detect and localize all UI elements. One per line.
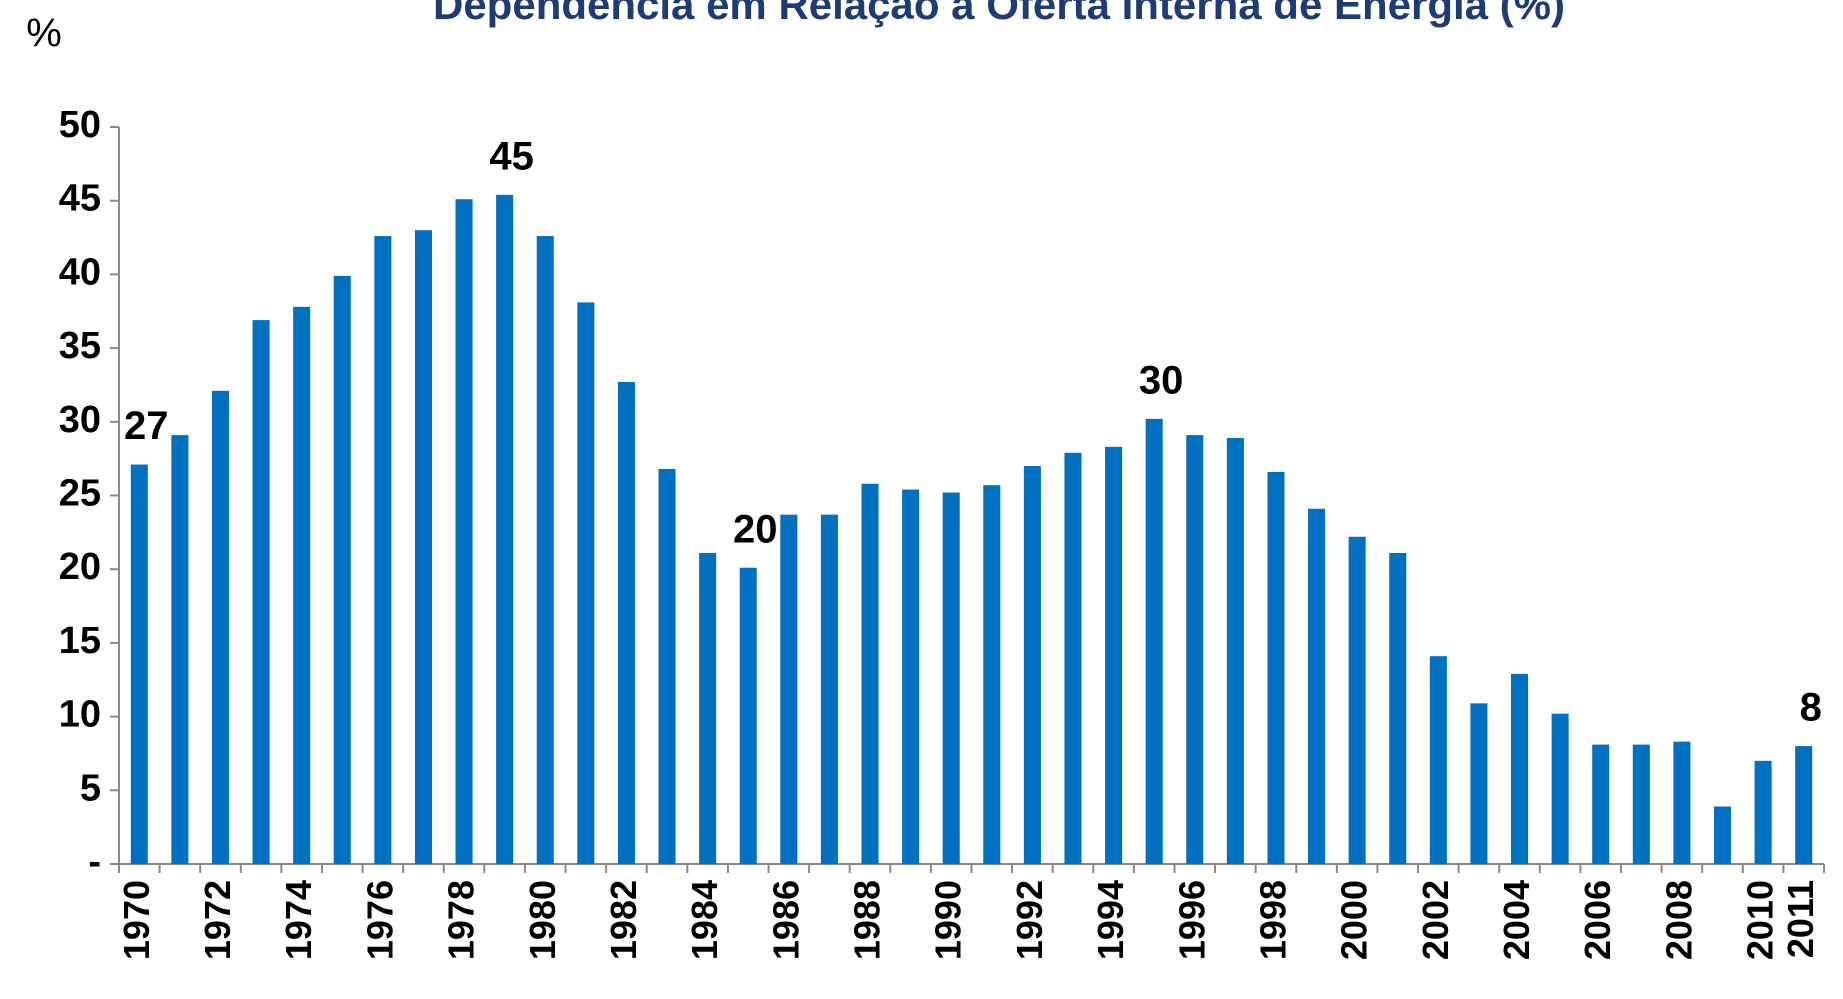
bar [1226,438,1244,864]
bar [1713,806,1732,864]
bar [171,435,189,864]
x-tick-label: 1998 [1252,880,1293,960]
y-tick-label: 45 [59,178,101,220]
bar [1429,656,1447,864]
bar [699,552,717,864]
x-tick-label: 2008 [1658,880,1699,960]
bar [1348,536,1366,864]
x-tick-label: 1976 [359,880,400,960]
x-tick-label: 1988 [847,880,888,960]
bar [942,492,960,864]
data-label: 20 [733,507,778,551]
x-tick-label: 2006 [1577,880,1618,960]
bar [820,514,838,864]
x-tick-label: 2010 [1740,880,1781,960]
bar [1551,713,1569,864]
bar [739,567,757,864]
bar [1186,435,1204,864]
x-tick-label: 1990 [928,880,969,960]
x-tick-label: 1978 [441,880,482,960]
y-tick-label: 25 [59,473,101,515]
x-tick-label: 2000 [1334,880,1375,960]
bar [374,236,392,865]
y-tick-label: 50 [59,104,101,146]
bar [252,320,270,864]
bar [983,485,1001,864]
bar [1592,744,1610,864]
bar [1470,703,1488,864]
x-tick-label: 1970 [116,880,157,960]
x-tick-label: 1984 [684,880,725,960]
bar [617,382,635,864]
bar [1511,673,1529,864]
x-tick-label: 1994 [1090,880,1131,960]
data-label: 45 [489,134,534,178]
bar [1754,760,1772,864]
bar [1023,466,1041,864]
bar [293,306,311,864]
bar [496,194,514,864]
bar [1308,508,1326,864]
bar [130,464,148,864]
bar [536,236,554,865]
bar [861,483,879,864]
y-tick-label: 40 [59,251,101,293]
x-tick-label: 1974 [278,880,319,960]
bar [1064,452,1082,864]
bar [414,230,432,864]
x-tick-label: 2004 [1496,880,1537,960]
x-tick-label: 1996 [1171,880,1212,960]
bar [1389,552,1407,864]
x-tick-label: 2002 [1415,880,1456,960]
bar [1105,446,1123,864]
bar [455,199,473,864]
y-axis-label: % [26,12,62,56]
x-tick-label: 1986 [765,880,806,960]
bar [333,275,351,864]
x-tick-label: 1982 [603,880,644,960]
y-tick-label: 30 [59,399,101,441]
bar [211,390,230,864]
y-tick-label: 15 [59,620,101,662]
y-tick-label: 5 [80,767,101,809]
chart-title: Dependência em Relação à Oferta Interna … [433,0,1565,28]
x-tick-label: 1972 [197,880,238,960]
data-label: 30 [1139,358,1184,402]
bar [902,489,920,864]
bar [1673,741,1691,864]
bar [577,302,595,864]
bar [780,514,798,864]
bar [1267,471,1285,864]
x-tick-label: 1992 [1009,880,1050,960]
y-tick-label: - [88,841,101,883]
bar [1145,418,1163,864]
data-label: 8 [1800,686,1822,730]
y-tick-label: 20 [59,546,101,588]
bar [1632,744,1650,864]
x-tick-label: 2011 [1780,880,1821,958]
bar [658,468,676,864]
y-tick-label: 35 [59,325,101,367]
y-tick-label: 10 [59,694,101,736]
bar [1795,746,1813,864]
data-label: 27 [124,404,169,448]
x-tick-label: 1980 [522,880,563,960]
